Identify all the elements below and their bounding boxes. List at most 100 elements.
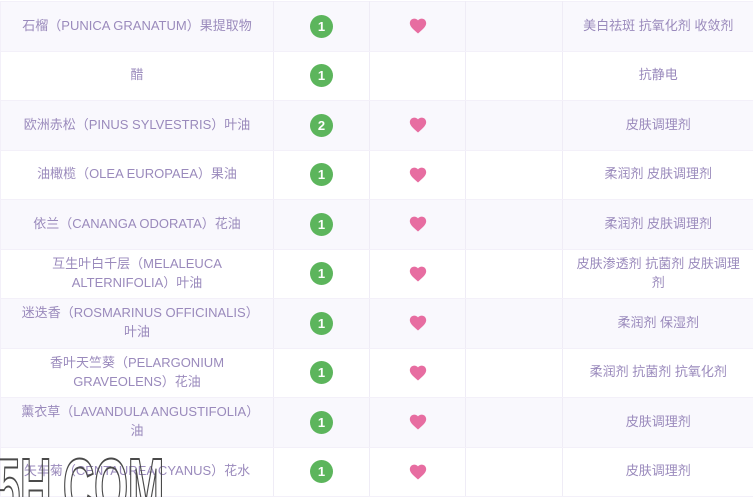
heart-icon xyxy=(409,19,426,34)
spacer-cell xyxy=(465,149,563,200)
favorite-cell xyxy=(369,347,466,398)
ingredient-name-cell: 依兰（CANANGA ODORATA）花油 xyxy=(0,199,274,250)
functions-text: 柔润剂 保湿剂 xyxy=(617,314,700,330)
functions-text: 抗静电 xyxy=(638,67,678,83)
safety-rating-badge: 2 xyxy=(310,113,333,137)
safety-rating-badge: 1 xyxy=(310,311,333,335)
safety-rating-cell: 1 xyxy=(273,149,370,200)
table-row: 迷迭香（ROSMARINUS OFFICINALIS）叶油 1 柔润剂 保湿剂 xyxy=(0,298,753,349)
ingredient-name-link[interactable]: 互生叶白千层（MELALEUCA ALTERNIFOLIA）叶油 xyxy=(52,255,222,290)
favorite-cell xyxy=(369,199,466,250)
safety-rating-badge: 1 xyxy=(310,410,333,434)
ingredient-name-cell: 迷迭香（ROSMARINUS OFFICINALIS）叶油 xyxy=(0,298,274,349)
spacer-cell xyxy=(465,199,563,250)
heart-icon xyxy=(409,365,426,381)
functions-cell: 柔润剂 皮肤调理剂 xyxy=(562,199,753,250)
functions-cell: 柔润剂 皮肤调理剂 xyxy=(562,149,753,200)
functions-cell: 柔润剂 保湿剂 xyxy=(562,298,753,349)
ingredient-name-link[interactable]: 矢车菊（CENTAUREA CYANUS）花水 xyxy=(23,463,251,479)
safety-rating-badge: 1 xyxy=(310,361,333,385)
ingredient-name-cell: 薰衣草（LAVANDULA ANGUSTIFOLIA）油 xyxy=(0,397,274,448)
safety-rating-cell: 2 xyxy=(273,100,370,151)
functions-cell: 皮肤渗透剂 抗菌剂 皮肤调理剂 xyxy=(562,248,753,299)
ingredient-name-link[interactable]: 薰衣草（LAVANDULA ANGUSTIFOLIA）油 xyxy=(21,404,253,439)
functions-text: 皮肤调理剂 xyxy=(625,116,691,132)
spacer-cell xyxy=(465,347,563,398)
ingredient-name-cell: 欧洲赤松（PINUS SYLVESTRIS）叶油 xyxy=(0,100,274,151)
ingredient-name-cell: 油橄榄（OLEA EUROPAEA）果油 xyxy=(0,149,274,200)
favorite-cell xyxy=(369,1,466,52)
ingredient-name-cell: 矢车菊（CENTAUREA CYANUS）花水 xyxy=(0,446,274,497)
table-row: 依兰（CANANGA ODORATA）花油 1 柔润剂 皮肤调理剂 xyxy=(0,199,753,250)
table-row: 香叶天竺葵（PELARGONIUM GRAVEOLENS）花油 1 柔润剂 抗菌剂 … xyxy=(0,347,753,398)
ingredient-name-link[interactable]: 香叶天竺葵（PELARGONIUM GRAVEOLENS）花油 xyxy=(49,354,225,389)
safety-rating-badge: 1 xyxy=(310,64,333,88)
table-row: 薰衣草（LAVANDULA ANGUSTIFOLIA）油 1 皮肤调理剂 xyxy=(0,397,753,448)
spacer-cell xyxy=(465,248,563,299)
spacer-cell xyxy=(465,298,563,349)
functions-cell: 抗静电 xyxy=(562,50,753,101)
favorite-cell xyxy=(369,100,466,151)
ingredient-name-cell: 石榴（PUNICA GRANATUM）果提取物 xyxy=(0,1,274,52)
functions-text: 柔润剂 皮肤调理剂 xyxy=(604,215,713,231)
safety-rating-cell: 1 xyxy=(273,248,370,299)
functions-text: 皮肤调理剂 xyxy=(625,413,691,429)
heart-icon xyxy=(409,217,426,232)
safety-rating-cell: 1 xyxy=(273,347,370,398)
table-row: 欧洲赤松（PINUS SYLVESTRIS）叶油 2 皮肤调理剂 xyxy=(0,100,753,151)
functions-cell: 柔润剂 抗菌剂 抗氧化剂 xyxy=(562,347,753,398)
spacer-cell xyxy=(465,397,563,448)
ingredient-name-link[interactable]: 欧洲赤松（PINUS SYLVESTRIS）叶油 xyxy=(23,116,251,132)
heart-icon xyxy=(409,415,426,430)
safety-rating-cell: 1 xyxy=(273,446,370,497)
safety-rating-badge: 1 xyxy=(310,14,333,38)
safety-rating-cell: 1 xyxy=(273,298,370,349)
functions-cell: 皮肤调理剂 xyxy=(562,397,753,448)
ingredient-name-cell: 醋 xyxy=(0,50,274,101)
functions-cell: 皮肤调理剂 xyxy=(562,446,753,497)
ingredient-name-link[interactable]: 石榴（PUNICA GRANATUM）果提取物 xyxy=(22,17,252,33)
safety-rating-badge: 1 xyxy=(310,163,333,187)
safety-rating-cell: 1 xyxy=(273,199,370,250)
safety-rating-badge: 1 xyxy=(310,262,333,286)
safety-rating-badge: 1 xyxy=(310,212,333,236)
ingredient-name-link[interactable]: 醋 xyxy=(130,67,144,83)
table-row: 石榴（PUNICA GRANATUM）果提取物 1 美白祛斑 抗氧化剂 收敛剂 xyxy=(0,1,753,52)
spacer-cell xyxy=(465,100,563,151)
table-row: 油橄榄（OLEA EUROPAEA）果油 1 柔润剂 皮肤调理剂 xyxy=(0,149,753,200)
ingredient-name-link[interactable]: 依兰（CANANGA ODORATA）花油 xyxy=(33,215,241,231)
safety-rating-cell: 1 xyxy=(273,397,370,448)
safety-rating-cell: 1 xyxy=(273,50,370,101)
ingredient-name-cell: 互生叶白千层（MELALEUCA ALTERNIFOLIA）叶油 xyxy=(0,248,274,299)
favorite-cell xyxy=(369,446,466,497)
spacer-cell xyxy=(465,50,563,101)
safety-rating-badge: 1 xyxy=(310,460,333,484)
functions-text: 柔润剂 抗菌剂 抗氧化剂 xyxy=(589,364,727,380)
functions-text: 皮肤调理剂 xyxy=(625,463,691,479)
functions-text: 美白祛斑 抗氧化剂 收敛剂 xyxy=(583,17,734,33)
functions-cell: 美白祛斑 抗氧化剂 收敛剂 xyxy=(562,1,753,52)
favorite-cell xyxy=(369,149,466,200)
favorite-cell xyxy=(369,248,466,299)
functions-cell: 皮肤调理剂 xyxy=(562,100,753,151)
heart-icon xyxy=(409,464,426,480)
favorite-cell xyxy=(369,50,466,101)
ingredient-name-link[interactable]: 油橄榄（OLEA EUROPAEA）果油 xyxy=(37,166,237,182)
table-row: 醋 1 抗静电 xyxy=(0,50,753,101)
table-row: 矢车菊（CENTAUREA CYANUS）花水 1 皮肤调理剂 xyxy=(0,446,753,497)
safety-rating-cell: 1 xyxy=(273,1,370,52)
favorite-cell xyxy=(369,298,466,349)
table-row: 互生叶白千层（MELALEUCA ALTERNIFOLIA）叶油 1 皮肤渗透剂 抗… xyxy=(0,248,753,299)
heart-icon xyxy=(409,118,426,133)
favorite-cell xyxy=(369,397,466,448)
ingredient-name-cell: 香叶天竺葵（PELARGONIUM GRAVEOLENS）花油 xyxy=(0,347,274,398)
spacer-cell xyxy=(465,1,563,52)
heart-icon xyxy=(409,167,426,183)
heart-icon xyxy=(409,316,426,331)
ingredient-name-link[interactable]: 迷迭香（ROSMARINUS OFFICINALIS）叶油 xyxy=(21,305,253,340)
functions-text: 皮肤渗透剂 抗菌剂 皮肤调理剂 xyxy=(576,255,740,290)
heart-icon xyxy=(409,266,426,282)
